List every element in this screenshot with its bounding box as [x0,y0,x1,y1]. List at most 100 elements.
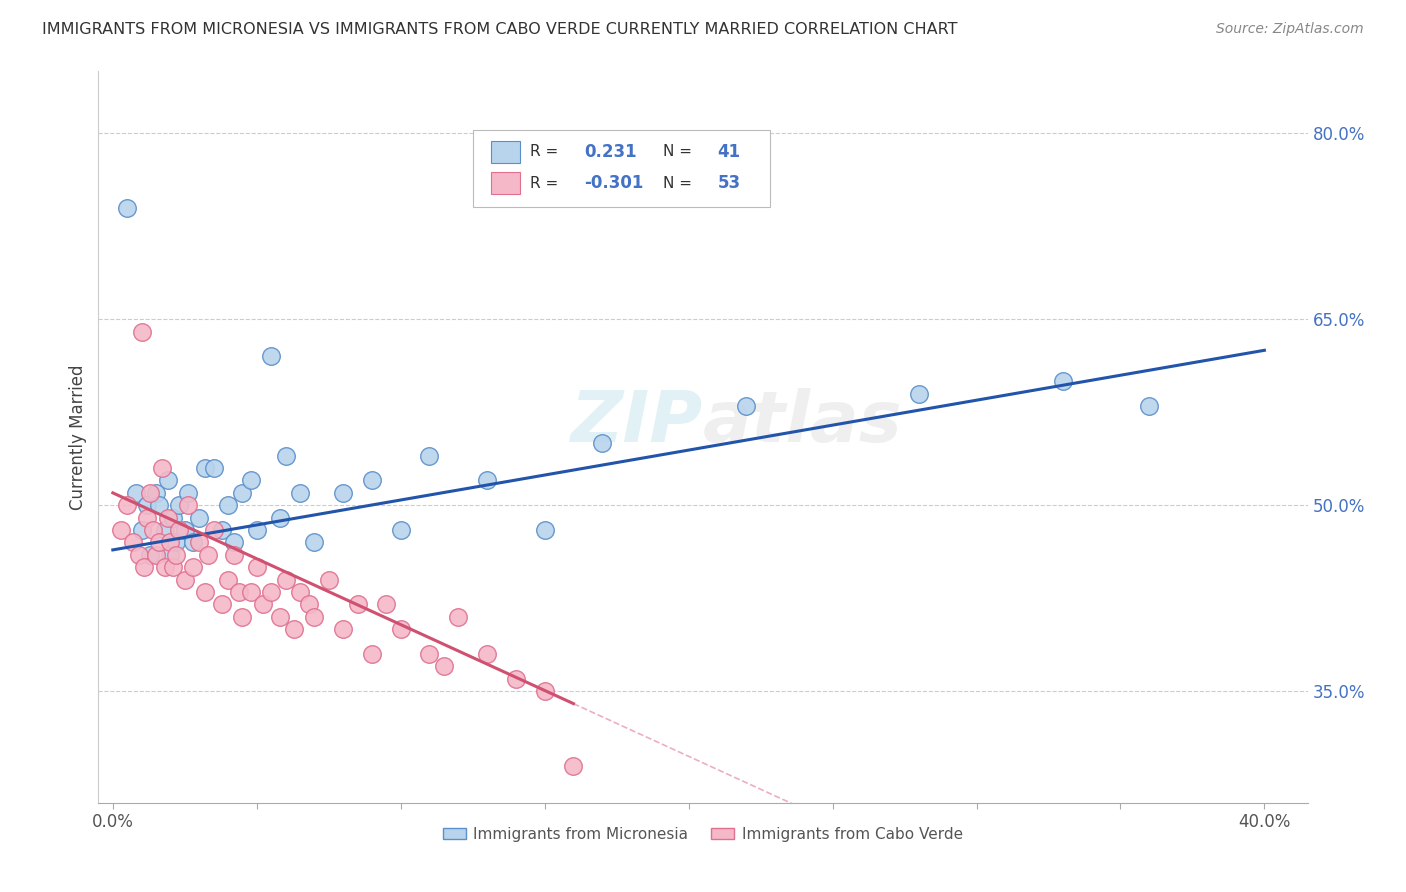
Point [562,758,585,772]
Point [156,474,179,488]
Point [735,399,758,413]
Point [188,535,211,549]
Point [389,622,412,636]
Text: ZIP: ZIP [571,388,703,457]
Text: R =: R = [530,145,558,160]
Text: 0.231: 0.231 [585,143,637,161]
Point [128,548,150,562]
Text: N =: N = [664,176,692,191]
Point [153,523,176,537]
Point [145,548,167,562]
Point [418,647,440,661]
Point [142,523,165,537]
Point [240,585,263,599]
Point [153,560,176,574]
Point [375,598,398,612]
Point [162,510,184,524]
Point [361,474,384,488]
FancyBboxPatch shape [492,172,520,194]
Legend: Immigrants from Micronesia, Immigrants from Cabo Verde: Immigrants from Micronesia, Immigrants f… [437,821,969,847]
Point [159,535,181,549]
Point [240,474,263,488]
Point [260,350,283,364]
Point [304,535,326,549]
Point [222,548,245,562]
Point [188,510,211,524]
Point [332,486,354,500]
Point [115,201,138,215]
Point [274,573,297,587]
Point [159,548,181,562]
Point [217,498,239,512]
Point [222,535,245,549]
Point [246,523,269,537]
Point [533,523,555,537]
Point [173,573,195,587]
Point [173,523,195,537]
Point [167,498,190,512]
Point [197,548,219,562]
Point [318,573,340,587]
Text: R =: R = [530,176,558,191]
Point [475,647,498,661]
Point [136,510,159,524]
Point [252,598,274,612]
Point [433,659,456,673]
Point [332,622,354,636]
Point [288,486,311,500]
Text: 41: 41 [717,143,741,161]
Point [125,486,148,500]
Text: atlas: atlas [703,388,903,457]
Point [148,498,170,512]
Point [361,647,384,661]
Point [150,461,173,475]
Point [217,573,239,587]
Point [211,523,233,537]
Point [167,523,190,537]
Text: IMMIGRANTS FROM MICRONESIA VS IMMIGRANTS FROM CABO VERDE CURRENTLY MARRIED CORRE: IMMIGRANTS FROM MICRONESIA VS IMMIGRANTS… [42,22,957,37]
Text: N =: N = [664,145,692,160]
Point [533,684,555,698]
Point [139,486,162,500]
Point [136,498,159,512]
Point [211,598,233,612]
Point [183,560,205,574]
Point [297,598,319,612]
Point [148,535,170,549]
Text: -0.301: -0.301 [585,174,644,193]
Point [165,535,187,549]
Point [246,560,269,574]
FancyBboxPatch shape [492,141,520,163]
Point [274,449,297,463]
Point [145,486,167,500]
Point [165,548,187,562]
Point [505,672,527,686]
Point [591,436,613,450]
Point [156,510,179,524]
Point [202,523,225,537]
Point [202,461,225,475]
Text: 53: 53 [717,174,741,193]
Point [139,548,162,562]
FancyBboxPatch shape [474,130,769,207]
Text: Source: ZipAtlas.com: Source: ZipAtlas.com [1216,22,1364,37]
Point [389,523,412,537]
Point [418,449,440,463]
Point [269,510,291,524]
Point [260,585,283,599]
Point [134,560,156,574]
Point [183,535,205,549]
Point [1052,374,1074,388]
Y-axis label: Currently Married: Currently Married [69,364,87,510]
Point [269,610,291,624]
Point [447,610,470,624]
Point [176,486,198,500]
Point [110,523,132,537]
Point [288,585,311,599]
Point [304,610,326,624]
Point [194,461,217,475]
Point [475,474,498,488]
Point [131,325,153,339]
Point [908,386,931,401]
Point [115,498,138,512]
